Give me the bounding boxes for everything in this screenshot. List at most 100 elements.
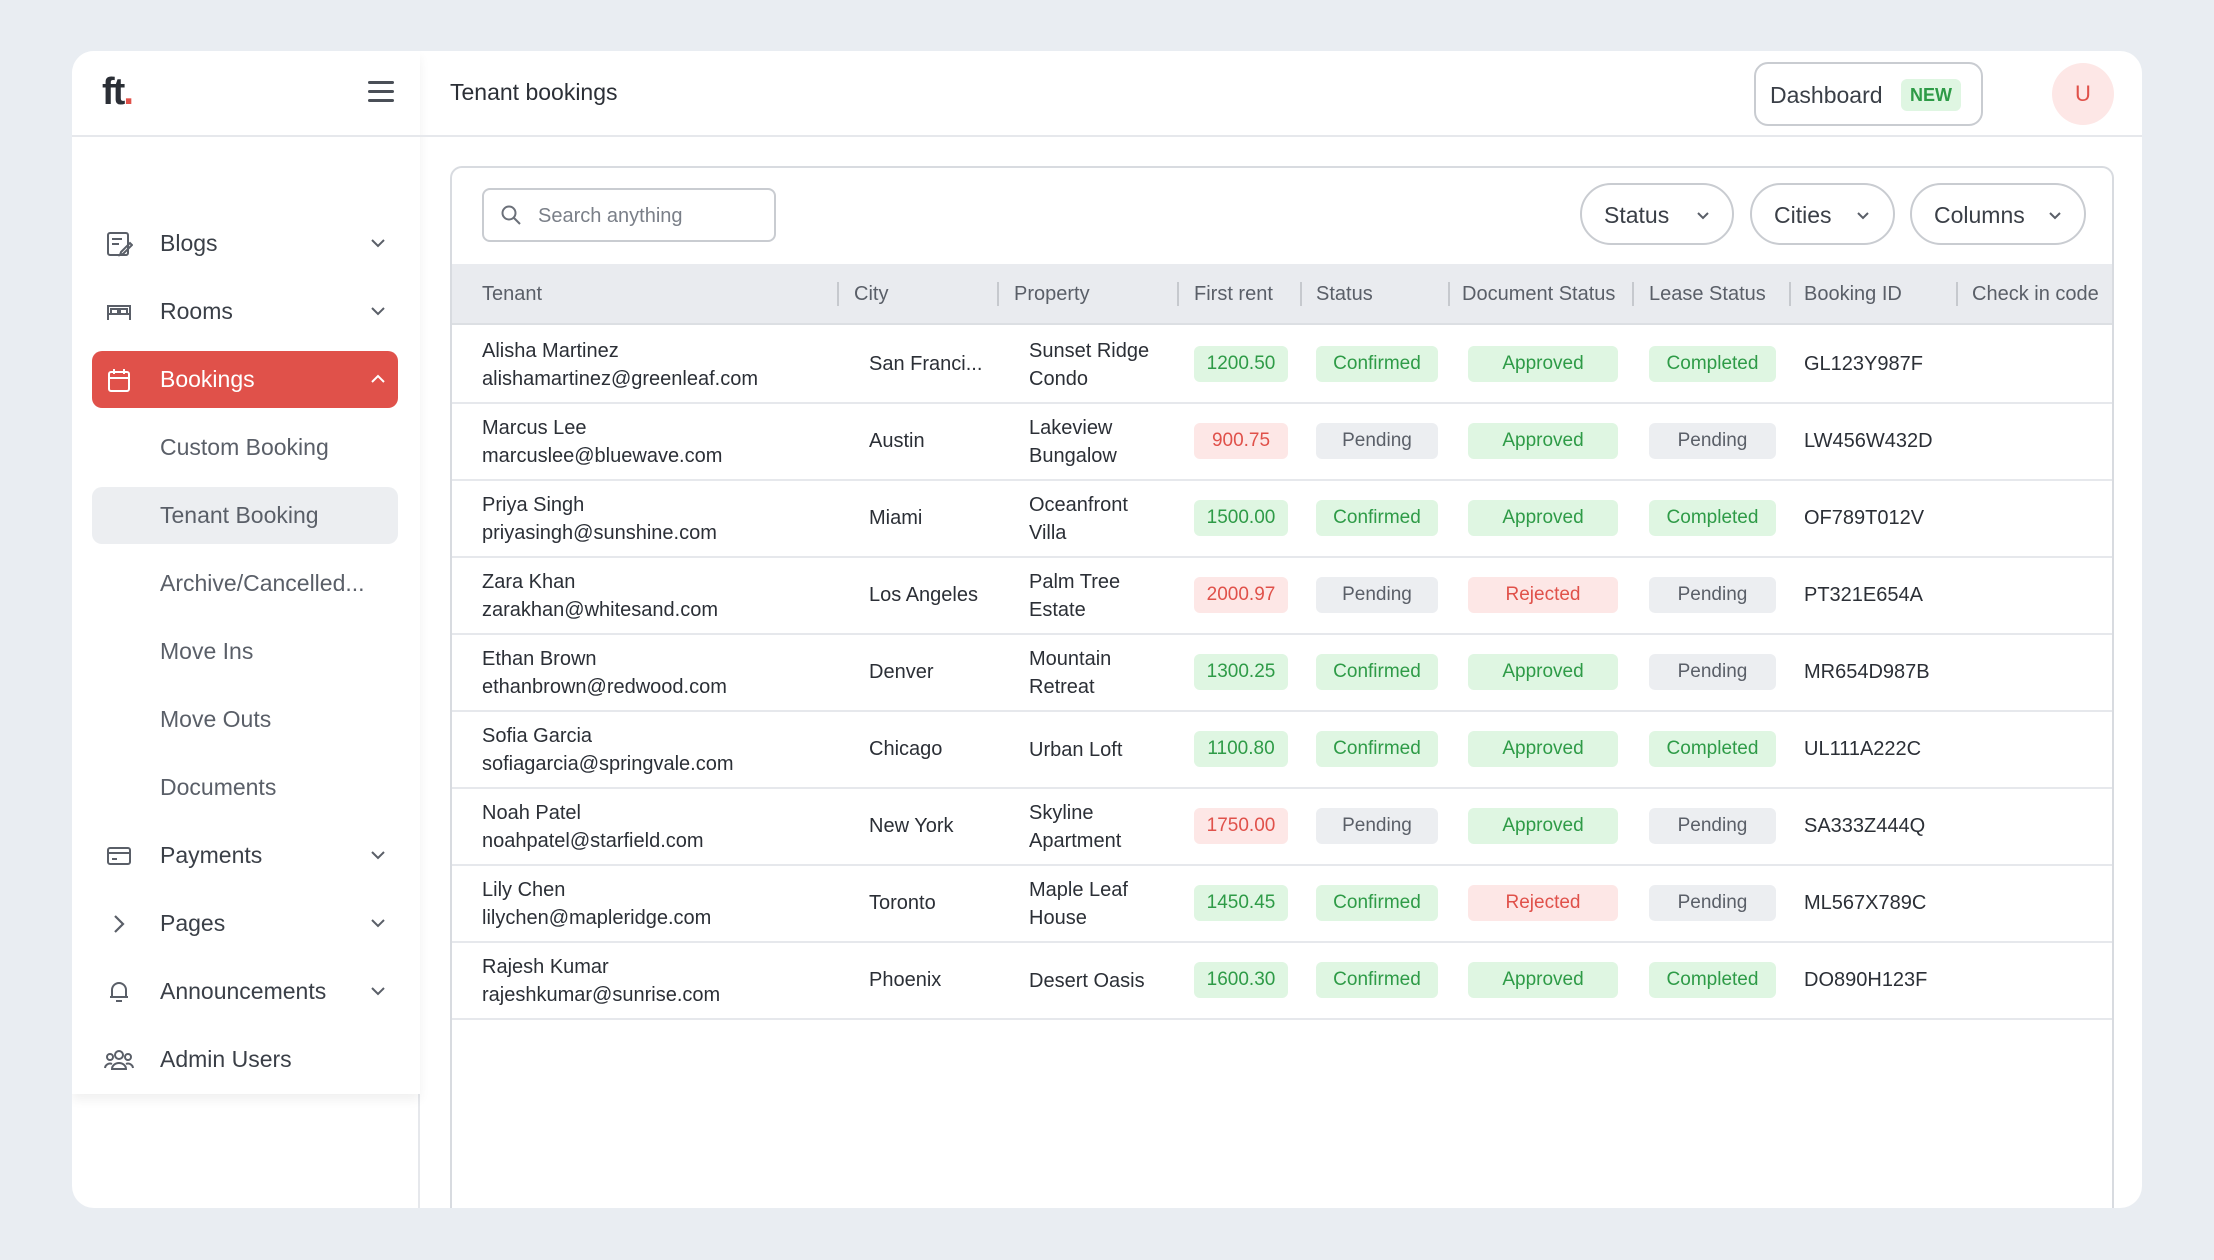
chevron-down-icon (371, 307, 385, 316)
document-status-badge: Rejected (1468, 885, 1618, 921)
sidebar-subitem-archive-cancelled[interactable]: Archive/Cancelled... (92, 555, 398, 612)
dashboard-button[interactable]: Dashboard NEW (1754, 62, 1983, 126)
tenant-name: Ethan Brown (482, 648, 597, 670)
lease-status-badge: Pending (1649, 577, 1776, 613)
table-row[interactable]: Marcus Lee marcuslee@bluewave.com Austin La… (452, 404, 2112, 481)
avatar[interactable]: U (2052, 63, 2114, 125)
status-badge: Confirmed (1316, 962, 1438, 998)
document-status-badge: Approved (1468, 731, 1618, 767)
booking-id-cell: GL123Y987F (1804, 353, 1923, 375)
chevron-down-icon (371, 851, 385, 860)
chevron-right-icon (104, 909, 134, 939)
sidebar-item-pages[interactable]: Pages (92, 895, 398, 952)
sidebar-item-rooms[interactable]: Rooms (92, 283, 398, 340)
property-cell: Lakeview Bungalow (1029, 414, 1117, 470)
sidebar-item-payments[interactable]: Payments (92, 827, 398, 884)
status-badge: Confirmed (1316, 654, 1438, 690)
property-line-1: Urban Loft (1029, 739, 1123, 761)
logo[interactable]: ft. (102, 71, 134, 114)
sidebar-item-label: Payments (160, 842, 263, 868)
sidebar-item-label: Announcements (160, 978, 327, 1004)
sidebar-subitem-move-outs[interactable]: Move Outs (92, 691, 398, 748)
sidebar-subitem-move-ins[interactable]: Move Ins (92, 623, 398, 680)
table-row[interactable]: Ethan Brown ethanbrown@redwood.com Denver M… (452, 635, 2112, 712)
property-cell: Desert Oasis (1029, 967, 1145, 995)
column-header-tenant[interactable]: Tenant (482, 283, 543, 305)
column-header-check-in-code[interactable]: Check in code (1972, 283, 2099, 305)
column-header-property[interactable]: Property (1014, 283, 1090, 305)
bookings-card: Search anything Status Cities Columns Te… (450, 166, 2114, 1208)
first-rent-badge: 1200.50 (1194, 346, 1288, 382)
cities-filter-button[interactable]: Cities (1750, 183, 1895, 245)
property-line-2: Villa (1029, 522, 1067, 544)
status-badge: Pending (1316, 423, 1438, 459)
column-header-status[interactable]: Status (1316, 283, 1373, 305)
tenant-email: alishamartinez@greenleaf.com (482, 368, 758, 390)
sidebar-item-announcements[interactable]: Announcements (92, 963, 398, 1020)
city-cell: Austin (869, 430, 925, 452)
table-row[interactable]: Alisha Martinez alishamartinez@greenleaf.… (452, 327, 2112, 404)
search-input[interactable]: Search anything (482, 188, 776, 242)
new-badge: NEW (1901, 79, 1961, 111)
city-cell: Los Angeles (869, 584, 978, 606)
property-cell: Sunset Ridge Condo (1029, 337, 1149, 393)
column-header-lease-status[interactable]: Lease Status (1649, 283, 1766, 305)
tenant-name: Sofia Garcia (482, 725, 593, 747)
sidebar-subitem-label: Documents (160, 774, 277, 800)
property-cell: Oceanfront Villa (1029, 491, 1128, 547)
tenant-cell: Sofia Garcia sofiagarcia@springvale.com (482, 722, 734, 778)
app-window: ft. Blogs Rooms (72, 51, 2142, 1208)
column-header-first-rent[interactable]: First rent (1194, 283, 1273, 305)
tenant-name: Zara Khan (482, 571, 576, 593)
sidebar-item-blogs[interactable]: Blogs (92, 215, 398, 272)
table-row[interactable]: Noah Patel noahpatel@starfield.com New Yor… (452, 789, 2112, 866)
sidebar-subitem-custom-booking[interactable]: Custom Booking (92, 419, 398, 476)
city-cell: Miami (869, 507, 923, 529)
chevron-down-icon (2049, 212, 2061, 220)
sidebar-item-label: Pages (160, 910, 226, 936)
property-line-2: Bungalow (1029, 445, 1117, 467)
property-line-2: House (1029, 907, 1087, 929)
document-status-badge: Approved (1468, 500, 1618, 536)
bell-icon (104, 977, 134, 1007)
sidebar-subitem-label: Custom Booking (160, 434, 329, 460)
first-rent-badge: 900.75 (1194, 423, 1288, 459)
property-line-2: Estate (1029, 599, 1086, 621)
column-header-booking-id[interactable]: Booking ID (1804, 283, 1902, 305)
chevron-down-icon (371, 987, 385, 996)
sidebar-nav: Blogs Rooms Bookings (92, 215, 398, 1099)
city-cell: New York (869, 815, 954, 837)
first-rent-badge: 2000.97 (1194, 577, 1288, 613)
lease-status-badge: Pending (1649, 885, 1776, 921)
table-row[interactable]: Zara Khan zarakhan@whitesand.com Los Angel… (452, 558, 2112, 635)
table-row[interactable]: Sofia Garcia sofiagarcia@springvale.com Ch… (452, 712, 2112, 789)
sidebar-item-admin-users[interactable]: Admin Users (92, 1031, 398, 1088)
first-rent-badge: 1600.30 (1194, 962, 1288, 998)
menu-toggle-icon[interactable] (368, 81, 394, 103)
columns-filter-button[interactable]: Columns (1910, 183, 2086, 245)
booking-id-cell: OF789T012V (1804, 507, 1925, 529)
table-row[interactable]: Rajesh Kumar rajeshkumar@sunrise.com Phoen… (452, 943, 2112, 1020)
sidebar-subitem-documents[interactable]: Documents (92, 759, 398, 816)
sidebar-subitem-tenant-booking[interactable]: Tenant Booking (92, 487, 398, 544)
property-line-1: Sunset Ridge (1029, 340, 1150, 362)
city-cell: Denver (869, 661, 934, 683)
status-badge: Pending (1316, 808, 1438, 844)
column-header-city[interactable]: City (854, 283, 889, 305)
first-rent-badge: 1450.45 (1194, 885, 1288, 921)
tenant-email: priyasingh@sunshine.com (482, 522, 717, 544)
search-icon (501, 205, 521, 225)
table-row[interactable]: Lily Chen lilychen@mapleridge.com Toronto M… (452, 866, 2112, 943)
status-filter-button[interactable]: Status (1580, 183, 1734, 245)
document-status-badge: Approved (1468, 346, 1618, 382)
column-header-document-status[interactable]: Document Status (1462, 283, 1616, 305)
sidebar: ft. Blogs Rooms (72, 51, 420, 1208)
tenant-name: Noah Patel (482, 802, 581, 824)
filter-label: Cities (1774, 202, 1832, 228)
property-cell: Skyline Apartment (1029, 799, 1121, 855)
sidebar-item-bookings[interactable]: Bookings (92, 351, 398, 408)
first-rent-badge: 1750.00 (1194, 808, 1288, 844)
table-row[interactable]: Priya Singh priyasingh@sunshine.com Miami O… (452, 481, 2112, 558)
lease-status-badge: Completed (1649, 962, 1776, 998)
first-rent-badge: 1500.00 (1194, 500, 1288, 536)
